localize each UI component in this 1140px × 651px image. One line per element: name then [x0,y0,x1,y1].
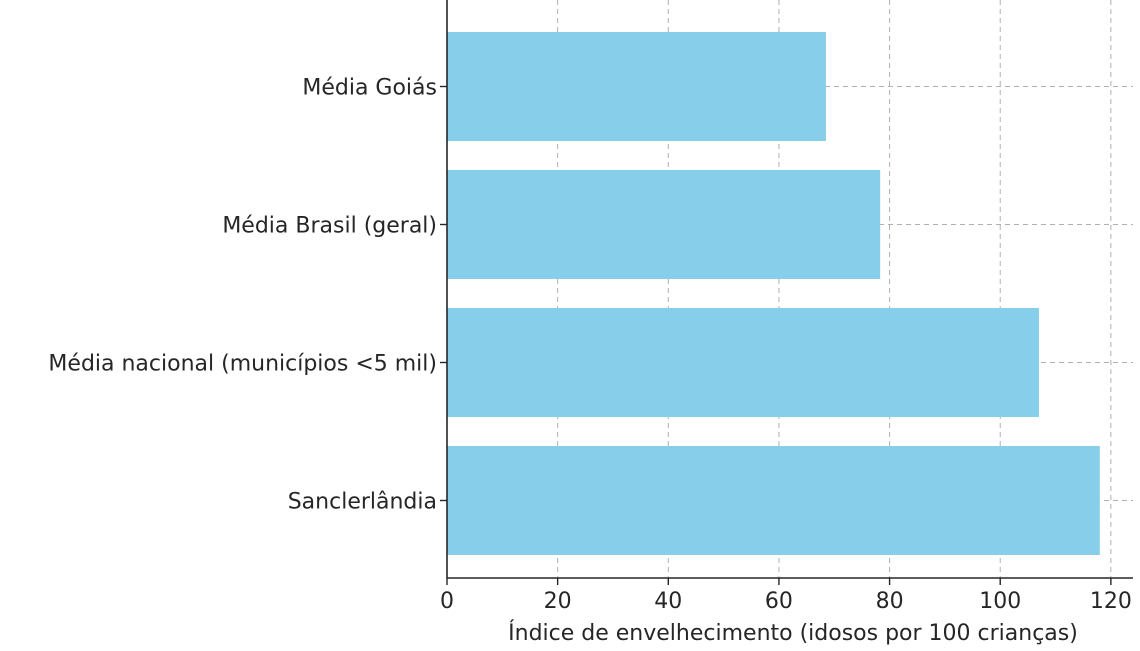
bar [447,308,1039,417]
x-tick-label: 60 [765,589,793,614]
axes [440,0,1133,585]
x-tick-label: 20 [544,589,572,614]
x-axis-title: Índice de envelhecimento (idosos por 100… [508,620,1078,646]
x-tick-label: 80 [876,589,904,614]
bars [447,32,1100,555]
bar [447,446,1100,555]
labels: 0 20 40 60 80 100 120 Média Goiás Média Brasil (… [48,76,1131,615]
x-tick-label: 120 [1090,589,1132,614]
x-tick-label: 100 [979,589,1021,614]
category-label: Média Goiás [302,76,437,101]
bar [447,170,881,279]
x-tick-label: 0 [440,589,454,614]
category-label: Sanclerlândia [288,490,437,515]
category-label: Média nacional (municípios <5 mil) [48,352,437,377]
x-tick-label: 40 [654,589,682,614]
category-label: Média Brasil (geral) [222,214,437,239]
bar [447,32,826,141]
